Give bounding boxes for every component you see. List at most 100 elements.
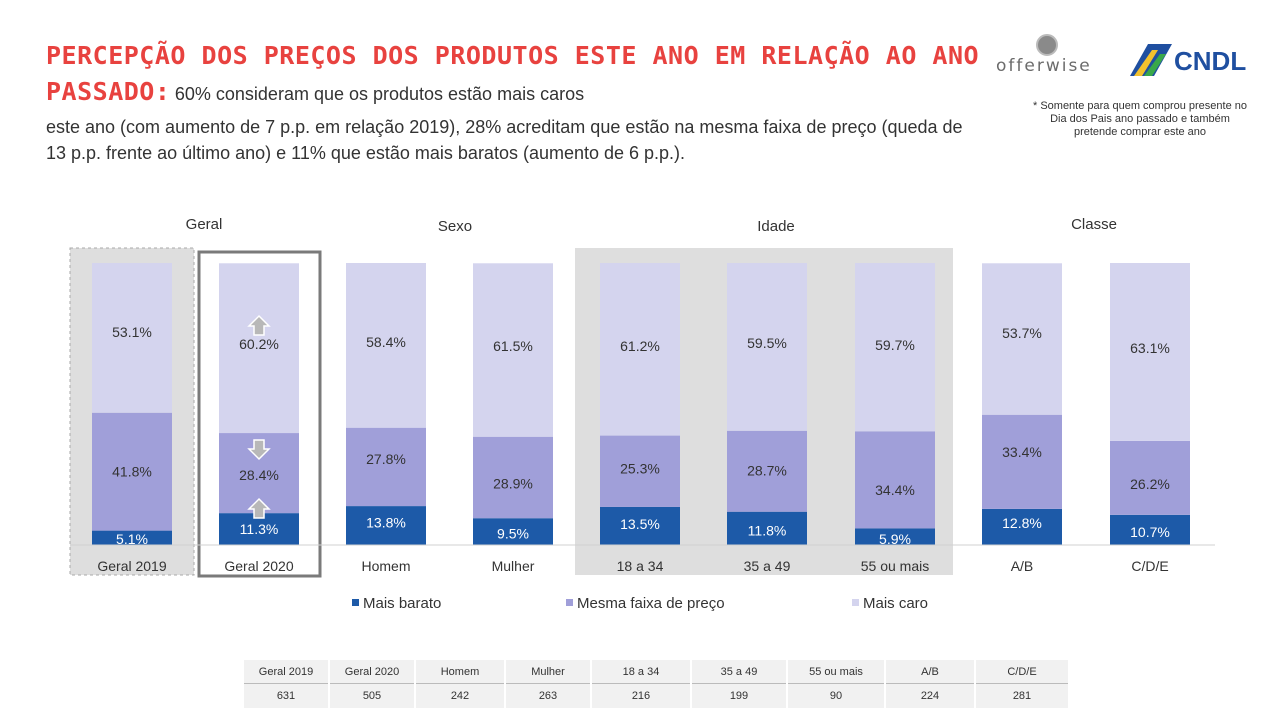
bar-mais-caro-homem [346, 263, 426, 428]
x-tick-mulher: Mulher [492, 558, 535, 574]
bar-mais-barato-mulher [473, 518, 553, 545]
legend-swatch-mais-caro [852, 599, 859, 606]
legend-swatch-mais-barato [352, 599, 359, 606]
bar-mesma-faixa-a-b [982, 414, 1062, 509]
footnote: * Somente para quem comprou presente no … [1032, 100, 1248, 138]
label-mesma-faixa-geral-2020: 28.4% [239, 467, 279, 483]
table-cell-c-d-e: 281 [976, 684, 1068, 708]
stacked-bar-chart: Geral Sexo Idade Classe 5.1% 41.8% 53.1% Geral … [69, 216, 1215, 612]
table-cell-18-a-34: 216 [592, 684, 690, 708]
offerwise-logo-text: offerwise [996, 56, 1092, 76]
bar-mesma-faixa-homem [346, 427, 426, 507]
bar-mesma-faixa-mulher [473, 436, 553, 519]
x-tick-55-ou-mais: 55 ou mais [861, 558, 929, 574]
label-mais-caro-55-ou-mais: 59.7% [875, 337, 915, 353]
label-mais-caro-homem: 58.4% [366, 334, 406, 350]
label-mesma-faixa-a-b: 33.4% [1002, 444, 1042, 460]
bar-mesma-faixa-55-ou-mais [855, 431, 935, 529]
label-mais-caro-mulher: 61.5% [493, 338, 533, 354]
bar-mais-caro-geral-2020 [219, 263, 299, 434]
bar-mais-caro-a-b [982, 263, 1062, 415]
label-mais-barato-mulher: 9.5% [497, 526, 529, 542]
group-label-geral: Geral [186, 216, 223, 233]
table-cell-a-b: 224 [886, 684, 974, 708]
x-tick-geral-2019: Geral 2019 [97, 558, 166, 574]
legend-label-mesma-faixa: Mesma faixa de preço [577, 595, 725, 612]
table-header-homem: Homem [416, 660, 504, 684]
offerwise-logo: offerwise [996, 34, 1106, 78]
bar-mesma-faixa-c-d-e [1110, 440, 1190, 515]
label-mais-caro-35-a-49: 59.5% [747, 335, 787, 351]
legend-label-mais-barato: Mais barato [363, 595, 441, 612]
label-mesma-faixa-c-d-e: 26.2% [1130, 476, 1170, 492]
bar-mais-caro-35-a-49 [727, 263, 807, 431]
table-cell-mulher: 263 [506, 684, 590, 708]
bar-mais-barato-a-b [982, 508, 1062, 545]
label-mesma-faixa-18-a-34: 25.3% [620, 460, 660, 476]
bar-mais-barato-35-a-49 [727, 511, 807, 545]
label-mais-barato-geral-2020: 11.3% [240, 521, 279, 537]
table-header-55-ou-mais: 55 ou mais [788, 660, 884, 684]
bar-mais-barato-geral-2019 [92, 530, 172, 545]
table-header-geral-2020: Geral 2020 [330, 660, 414, 684]
label-mais-barato-homem: 13.8% [366, 515, 406, 531]
label-mais-caro-c-d-e: 63.1% [1130, 340, 1170, 356]
label-mais-barato-18-a-34: 13.5% [620, 516, 660, 532]
legend-label-mais-caro: Mais caro [863, 595, 928, 612]
offerwise-seal-icon [1036, 34, 1058, 56]
bar-mais-barato-55-ou-mais [855, 528, 935, 545]
highlight-geral-2020 [197, 250, 322, 578]
label-mais-barato-35-a-49: 11.8% [748, 522, 787, 538]
bar-mais-barato-c-d-e [1110, 514, 1190, 545]
bar-mais-caro-mulher [473, 263, 553, 437]
label-mesma-faixa-geral-2019: 41.8% [112, 464, 152, 480]
table-cell-geral-2019: 631 [244, 684, 328, 708]
label-mais-barato-a-b: 12.8% [1002, 515, 1042, 531]
bar-mais-caro-55-ou-mais [855, 263, 935, 432]
bar-mais-caro-18-a-34 [600, 263, 680, 436]
label-mais-barato-c-d-e: 10.7% [1130, 524, 1170, 540]
table-header-mulher: Mulher [506, 660, 590, 684]
label-mais-barato-55-ou-mais: 5.9% [879, 531, 911, 547]
table-cell-35-a-49: 199 [692, 684, 786, 708]
table-header-35-a-49: 35 a 49 [692, 660, 786, 684]
table-cell-55-ou-mais: 90 [788, 684, 884, 708]
label-mais-barato-geral-2019: 5.1% [116, 531, 148, 547]
x-tick-a-b: A/B [1011, 558, 1034, 574]
x-tick-35-a-49: 35 a 49 [744, 558, 791, 574]
label-mais-caro-a-b: 53.7% [1002, 325, 1042, 341]
bar-mais-caro-geral-2019 [92, 263, 172, 413]
label-mais-caro-18-a-34: 61.2% [620, 338, 660, 354]
label-mais-caro-geral-2020: 60.2% [239, 336, 279, 352]
x-tick-c-d-e: C/D/E [1131, 558, 1168, 574]
group-label-idade: Idade [757, 218, 795, 235]
x-tick-18-a-34: 18 a 34 [617, 558, 664, 574]
group-label-sexo: Sexo [438, 218, 472, 235]
table-cell-homem: 242 [416, 684, 504, 708]
x-tick-homem: Homem [361, 558, 410, 574]
label-mesma-faixa-55-ou-mais: 34.4% [875, 482, 915, 498]
label-mesma-faixa-homem: 27.8% [366, 451, 406, 467]
page-title: PERCEPÇÃO DOS PREÇOS DOS PRODUTOS ESTE A… [46, 40, 986, 166]
arrow-up-icon-mais-caro [247, 314, 271, 336]
table-header-18-a-34: 18 a 34 [592, 660, 690, 684]
x-tick-geral-2020: Geral 2020 [224, 558, 293, 574]
title-subtitle-rest: este ano (com aumento de 7 p.p. em relaç… [46, 117, 963, 163]
bar-mais-caro-c-d-e [1110, 263, 1190, 441]
group-label-classe: Classe [1071, 216, 1117, 233]
bar-mais-barato-18-a-34 [600, 506, 680, 545]
bar-mesma-faixa-18-a-34 [600, 435, 680, 507]
table-header-geral-2019: Geral 2019 [244, 660, 328, 684]
cndl-logo: CNDL [1128, 40, 1246, 78]
label-mesma-faixa-mulher: 28.9% [493, 475, 533, 491]
label-mais-caro-geral-2019: 53.1% [112, 324, 152, 340]
label-mesma-faixa-35-a-49: 28.7% [747, 462, 787, 478]
cndl-swoosh-icon [1130, 44, 1172, 76]
bar-mais-barato-homem [346, 506, 426, 545]
arrow-down-icon-mesma-faixa [247, 439, 271, 461]
table-cell-geral-2020: 505 [330, 684, 414, 708]
arrow-up-icon-mais-barato [247, 497, 271, 519]
table-header-c-d-e: C/D/E [976, 660, 1068, 684]
table-header-a-b: A/B [886, 660, 974, 684]
title-bold: PERCEPÇÃO DOS PREÇOS DOS PRODUTOS ESTE A… [46, 41, 980, 106]
